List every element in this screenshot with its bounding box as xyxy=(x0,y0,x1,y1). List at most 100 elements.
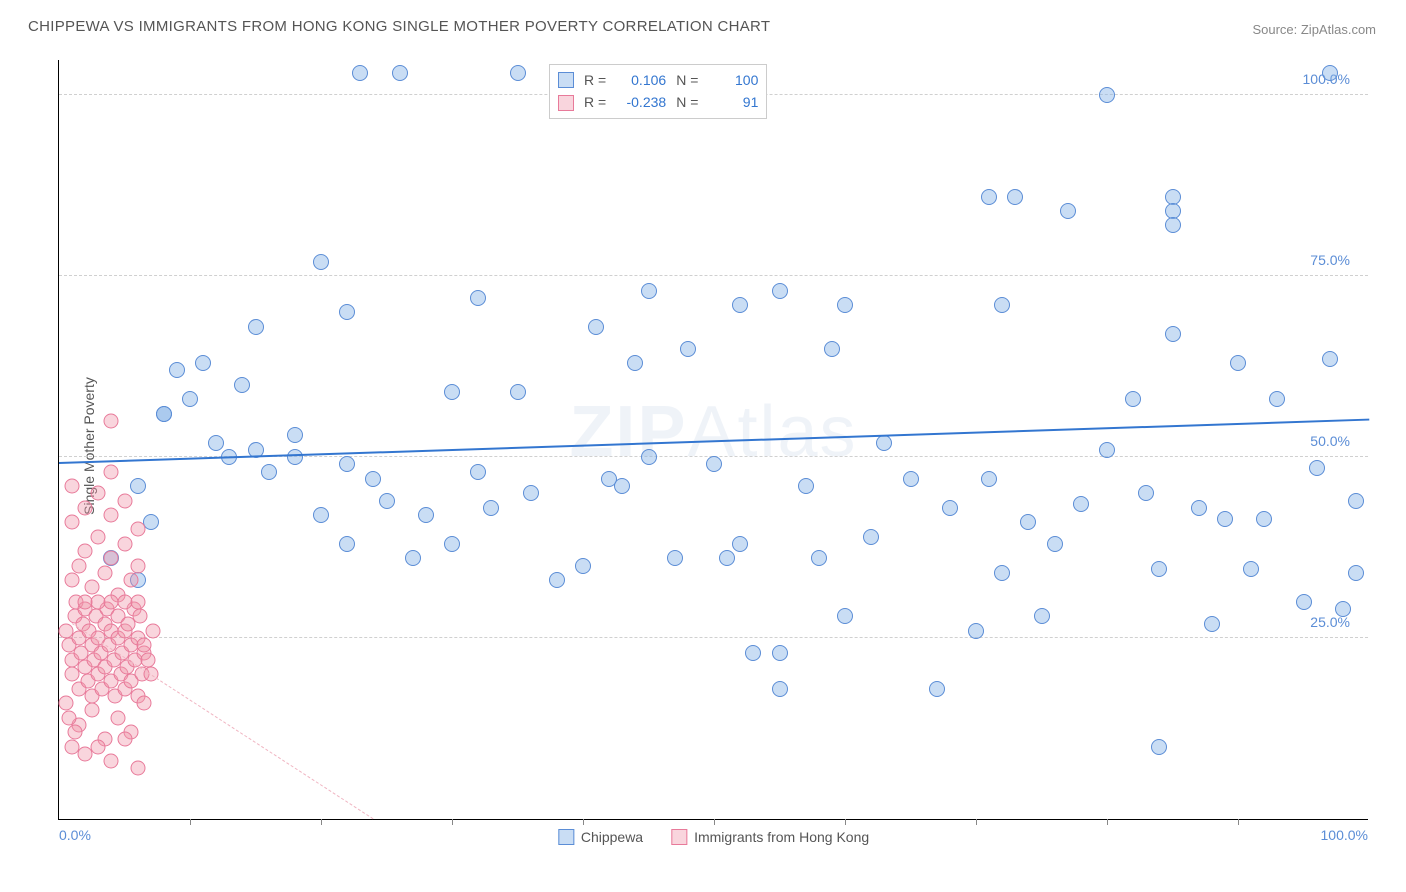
scatter-point xyxy=(1256,511,1272,527)
scatter-point xyxy=(104,464,119,479)
legend-row-0: R = 0.106 N = 100 xyxy=(558,69,758,91)
scatter-point xyxy=(876,435,892,451)
scatter-point xyxy=(1151,739,1167,755)
scatter-point xyxy=(71,558,86,573)
scatter-point xyxy=(1099,87,1115,103)
scatter-point xyxy=(137,696,152,711)
scatter-point xyxy=(146,623,161,638)
scatter-point xyxy=(104,508,119,523)
correlation-legend: R = 0.106 N = 100 R = -0.238 N = 91 xyxy=(549,64,767,119)
scatter-point xyxy=(405,550,421,566)
scatter-point xyxy=(141,652,156,667)
scatter-point xyxy=(287,427,303,443)
scatter-point xyxy=(811,550,827,566)
x-tick-mark xyxy=(845,819,846,825)
scatter-point xyxy=(65,479,80,494)
scatter-point xyxy=(130,594,145,609)
scatter-point xyxy=(130,761,145,776)
x-tick-100: 100.0% xyxy=(1321,827,1368,843)
scatter-point xyxy=(798,478,814,494)
scatter-point xyxy=(208,435,224,451)
scatter-point xyxy=(523,485,539,501)
scatter-point xyxy=(1322,351,1338,367)
scatter-point xyxy=(130,558,145,573)
gridline-h xyxy=(59,637,1368,638)
scatter-point xyxy=(1309,460,1325,476)
x-tick-0: 0.0% xyxy=(59,827,91,843)
scatter-point xyxy=(837,608,853,624)
scatter-point xyxy=(444,384,460,400)
watermark-bold: ZIP xyxy=(569,391,687,471)
scatter-point xyxy=(379,493,395,509)
scatter-point xyxy=(418,507,434,523)
y-tick-label: 75.0% xyxy=(1310,252,1350,268)
scatter-point xyxy=(365,471,381,487)
scatter-point xyxy=(903,471,919,487)
scatter-point xyxy=(1348,493,1364,509)
scatter-point xyxy=(1204,616,1220,632)
scatter-point xyxy=(1007,189,1023,205)
scatter-point xyxy=(588,319,604,335)
scatter-point xyxy=(641,449,657,465)
scatter-point xyxy=(104,413,119,428)
scatter-point xyxy=(994,297,1010,313)
scatter-point xyxy=(1034,608,1050,624)
scatter-point xyxy=(1138,485,1154,501)
scatter-point xyxy=(117,732,132,747)
scatter-point xyxy=(1073,496,1089,512)
scatter-point xyxy=(62,710,77,725)
scatter-point xyxy=(706,456,722,472)
x-tick-mark xyxy=(1238,819,1239,825)
swatch-blue-icon xyxy=(558,829,574,845)
source-label: Source: ZipAtlas.com xyxy=(1252,22,1376,37)
x-tick-mark xyxy=(714,819,715,825)
scatter-point xyxy=(169,362,185,378)
scatter-point xyxy=(65,739,80,754)
scatter-point xyxy=(641,283,657,299)
legend-label-1: Immigrants from Hong Kong xyxy=(694,829,869,845)
scatter-point xyxy=(1020,514,1036,530)
scatter-point xyxy=(510,384,526,400)
scatter-point xyxy=(234,377,250,393)
plot-area: ZIPAtlas 25.0%50.0%75.0%100.0% 0.0% 100.… xyxy=(58,60,1368,820)
scatter-point xyxy=(667,550,683,566)
scatter-point xyxy=(929,681,945,697)
scatter-point xyxy=(1322,65,1338,81)
swatch-pink-icon xyxy=(558,95,574,111)
scatter-point xyxy=(137,638,152,653)
scatter-point xyxy=(261,464,277,480)
scatter-point xyxy=(110,710,125,725)
scatter-point xyxy=(65,573,80,588)
x-tick-mark xyxy=(976,819,977,825)
scatter-point xyxy=(124,573,139,588)
scatter-point xyxy=(339,304,355,320)
scatter-point xyxy=(680,341,696,357)
scatter-point xyxy=(58,696,73,711)
legend-row-1: R = -0.238 N = 91 xyxy=(558,91,758,113)
gridline-h xyxy=(59,275,1368,276)
scatter-point xyxy=(91,739,106,754)
scatter-point xyxy=(1165,217,1181,233)
scatter-point xyxy=(339,456,355,472)
scatter-point xyxy=(1335,601,1351,617)
swatch-pink-icon xyxy=(671,829,687,845)
scatter-point xyxy=(1191,500,1207,516)
scatter-point xyxy=(1296,594,1312,610)
scatter-point xyxy=(1099,442,1115,458)
scatter-point xyxy=(392,65,408,81)
legend-item-0: Chippewa xyxy=(558,829,643,845)
scatter-point xyxy=(1165,326,1181,342)
scatter-point xyxy=(732,536,748,552)
scatter-point xyxy=(313,254,329,270)
scatter-point xyxy=(78,544,93,559)
scatter-point xyxy=(470,290,486,306)
scatter-point xyxy=(130,522,145,537)
scatter-point xyxy=(942,500,958,516)
r-label-1: R = xyxy=(584,91,606,113)
n-value-1: 91 xyxy=(708,91,758,113)
n-value-0: 100 xyxy=(708,69,758,91)
scatter-point xyxy=(1269,391,1285,407)
scatter-point xyxy=(772,681,788,697)
x-tick-mark xyxy=(452,819,453,825)
scatter-point xyxy=(1348,565,1364,581)
